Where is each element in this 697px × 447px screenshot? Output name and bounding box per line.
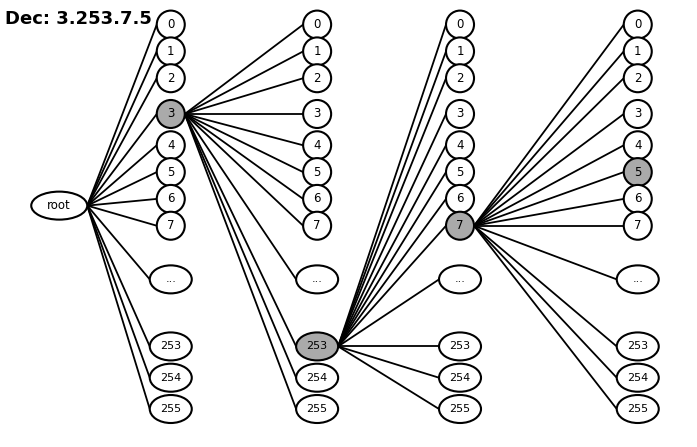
Ellipse shape: [446, 158, 474, 186]
Ellipse shape: [446, 131, 474, 159]
Ellipse shape: [624, 100, 652, 128]
Text: 1: 1: [457, 45, 464, 58]
Ellipse shape: [150, 395, 192, 423]
Ellipse shape: [624, 185, 652, 213]
Ellipse shape: [617, 364, 659, 392]
Ellipse shape: [157, 158, 185, 186]
Text: 6: 6: [457, 192, 464, 206]
Ellipse shape: [617, 395, 659, 423]
Ellipse shape: [446, 185, 474, 213]
Text: ...: ...: [632, 274, 643, 284]
Text: 7: 7: [167, 219, 174, 232]
Text: ...: ...: [312, 274, 323, 284]
Text: 6: 6: [314, 192, 321, 206]
Ellipse shape: [624, 64, 652, 92]
Text: 253: 253: [450, 342, 470, 351]
Text: 255: 255: [627, 404, 648, 414]
Ellipse shape: [157, 212, 185, 240]
Text: 254: 254: [450, 373, 470, 383]
Text: ...: ...: [165, 274, 176, 284]
Ellipse shape: [624, 131, 652, 159]
Ellipse shape: [150, 266, 192, 293]
Text: 2: 2: [314, 72, 321, 85]
Text: 3: 3: [457, 107, 464, 121]
Text: 0: 0: [314, 18, 321, 31]
Text: 6: 6: [167, 192, 174, 206]
Text: 7: 7: [314, 219, 321, 232]
Ellipse shape: [303, 38, 331, 65]
Ellipse shape: [296, 333, 338, 360]
Text: 253: 253: [627, 342, 648, 351]
Text: 4: 4: [167, 139, 174, 152]
Text: 253: 253: [307, 342, 328, 351]
Ellipse shape: [150, 364, 192, 392]
Text: 7: 7: [457, 219, 464, 232]
Text: 255: 255: [450, 404, 470, 414]
Ellipse shape: [157, 38, 185, 65]
Text: 254: 254: [160, 373, 181, 383]
Text: 255: 255: [307, 404, 328, 414]
Ellipse shape: [624, 158, 652, 186]
Text: 254: 254: [307, 373, 328, 383]
Ellipse shape: [157, 185, 185, 213]
Text: 0: 0: [167, 18, 174, 31]
Ellipse shape: [439, 333, 481, 360]
Text: 2: 2: [634, 72, 641, 85]
Text: 3: 3: [314, 107, 321, 121]
Ellipse shape: [303, 212, 331, 240]
Text: 255: 255: [160, 404, 181, 414]
Ellipse shape: [157, 131, 185, 159]
Ellipse shape: [446, 11, 474, 38]
Text: root: root: [47, 199, 71, 212]
Text: Dec: 3.253.7.5: Dec: 3.253.7.5: [5, 10, 152, 28]
Text: 0: 0: [457, 18, 464, 31]
Text: 2: 2: [167, 72, 174, 85]
Ellipse shape: [617, 266, 659, 293]
Ellipse shape: [296, 364, 338, 392]
Text: 5: 5: [634, 165, 641, 179]
Ellipse shape: [624, 212, 652, 240]
Ellipse shape: [303, 158, 331, 186]
Ellipse shape: [439, 395, 481, 423]
Text: 3: 3: [167, 107, 174, 121]
Ellipse shape: [296, 395, 338, 423]
Ellipse shape: [446, 64, 474, 92]
Ellipse shape: [617, 333, 659, 360]
Ellipse shape: [303, 131, 331, 159]
Ellipse shape: [303, 64, 331, 92]
Text: 4: 4: [457, 139, 464, 152]
Ellipse shape: [624, 38, 652, 65]
Ellipse shape: [303, 11, 331, 38]
Text: ...: ...: [454, 274, 466, 284]
Text: 1: 1: [314, 45, 321, 58]
Text: 0: 0: [634, 18, 641, 31]
Ellipse shape: [303, 185, 331, 213]
Text: 5: 5: [314, 165, 321, 179]
Ellipse shape: [624, 11, 652, 38]
Ellipse shape: [439, 266, 481, 293]
Ellipse shape: [446, 100, 474, 128]
Ellipse shape: [446, 212, 474, 240]
Ellipse shape: [157, 64, 185, 92]
Ellipse shape: [446, 38, 474, 65]
Text: 254: 254: [627, 373, 648, 383]
Ellipse shape: [296, 266, 338, 293]
Text: 3: 3: [634, 107, 641, 121]
Text: 6: 6: [634, 192, 641, 206]
Ellipse shape: [150, 333, 192, 360]
Text: 1: 1: [167, 45, 174, 58]
Ellipse shape: [157, 11, 185, 38]
Ellipse shape: [439, 364, 481, 392]
Ellipse shape: [157, 100, 185, 128]
Text: 4: 4: [634, 139, 641, 152]
Text: 2: 2: [457, 72, 464, 85]
Text: 5: 5: [167, 165, 174, 179]
Text: 5: 5: [457, 165, 464, 179]
Text: 1: 1: [634, 45, 641, 58]
Text: 4: 4: [314, 139, 321, 152]
Ellipse shape: [303, 100, 331, 128]
Text: 7: 7: [634, 219, 641, 232]
Ellipse shape: [31, 192, 87, 219]
Text: 253: 253: [160, 342, 181, 351]
